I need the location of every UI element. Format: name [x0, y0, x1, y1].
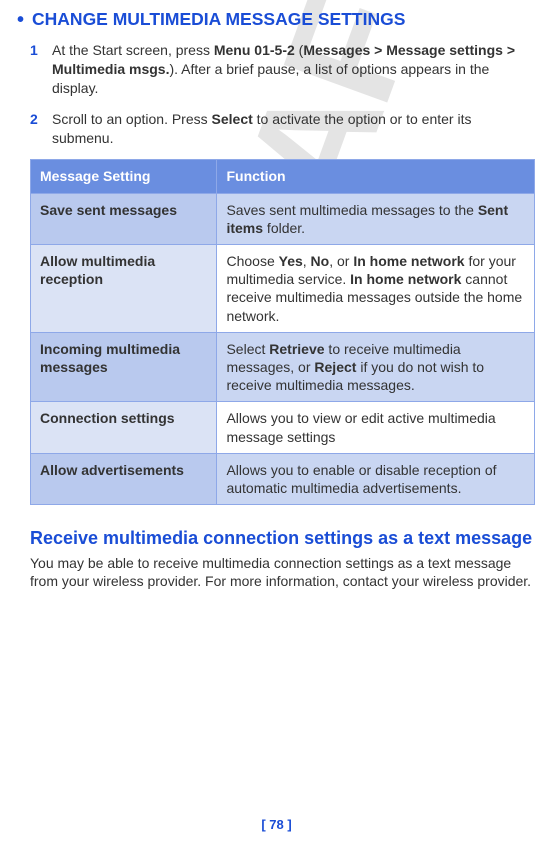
bold-text: Retrieve [269, 341, 324, 357]
text: At the Start screen, press [52, 42, 214, 58]
step-number: 1 [30, 41, 52, 98]
text: Allows you to enable or disable receptio… [226, 462, 496, 496]
setting-cell: Allow advertisements [31, 453, 217, 504]
section-title-text: CHANGE MULTIMEDIA MESSAGE SETTINGS [32, 9, 405, 29]
page-number: [ 78 ] [0, 817, 553, 832]
text: Select [226, 341, 269, 357]
body-paragraph: You may be able to receive multimedia co… [30, 554, 535, 592]
function-cell: Allows you to view or edit active multim… [217, 402, 535, 453]
setting-cell: Allow multimedia reception [31, 245, 217, 333]
step: 1At the Start screen, press Menu 01-5-2 … [30, 41, 535, 98]
bold-text: Yes [279, 253, 303, 269]
text: Choose [226, 253, 278, 269]
step-body: At the Start screen, press Menu 01-5-2 (… [52, 41, 535, 98]
function-cell: Saves sent multimedia messages to the Se… [217, 193, 535, 244]
step-body: Scroll to an option. Press Select to act… [52, 110, 535, 148]
function-cell: Choose Yes, No, or In home network for y… [217, 245, 535, 333]
settings-table: Message Setting Function Save sent messa… [30, 159, 535, 505]
text: , or [329, 253, 353, 269]
table-row: Save sent messagesSaves sent multimedia … [31, 193, 535, 244]
steps-list: 1At the Start screen, press Menu 01-5-2 … [30, 41, 535, 147]
table-header-function: Function [217, 160, 535, 193]
table-row: Connection settings Allows you to view or… [31, 402, 535, 453]
bold-text: Select [212, 111, 253, 127]
table-row: Allow multimedia receptionChoose Yes, No… [31, 245, 535, 333]
setting-cell: Connection settings [31, 402, 217, 453]
bold-text: Reject [314, 359, 356, 375]
bold-text: In home network [350, 271, 461, 287]
function-cell: Select Retrieve to receive multimedia me… [217, 332, 535, 402]
text: , [303, 253, 311, 269]
bold-text: In home network [353, 253, 464, 269]
section-title: •CHANGE MULTIMEDIA MESSAGE SETTINGS [30, 8, 535, 31]
step: 2Scroll to an option. Press Select to ac… [30, 110, 535, 148]
page-content: •CHANGE MULTIMEDIA MESSAGE SETTINGS 1At … [30, 8, 535, 591]
bullet-icon: • [17, 9, 24, 31]
table-row: Allow advertisements Allows you to enable… [31, 453, 535, 504]
table-row: Incoming multimedia messagesSelect Retri… [31, 332, 535, 402]
sub-heading: Receive multimedia connection settings a… [30, 527, 535, 550]
setting-cell: Incoming multimedia messages [31, 332, 217, 402]
text: folder. [263, 220, 305, 236]
function-cell: Allows you to enable or disable receptio… [217, 453, 535, 504]
table-header-setting: Message Setting [31, 160, 217, 193]
step-number: 2 [30, 110, 52, 148]
text: Saves sent multimedia messages to the [226, 202, 477, 218]
setting-cell: Save sent messages [31, 193, 217, 244]
text: Allows you to view or edit active multim… [226, 410, 495, 444]
bold-text: No [311, 253, 330, 269]
bold-text: Menu 01-5-2 [214, 42, 295, 58]
text: Scroll to an option. Press [52, 111, 212, 127]
